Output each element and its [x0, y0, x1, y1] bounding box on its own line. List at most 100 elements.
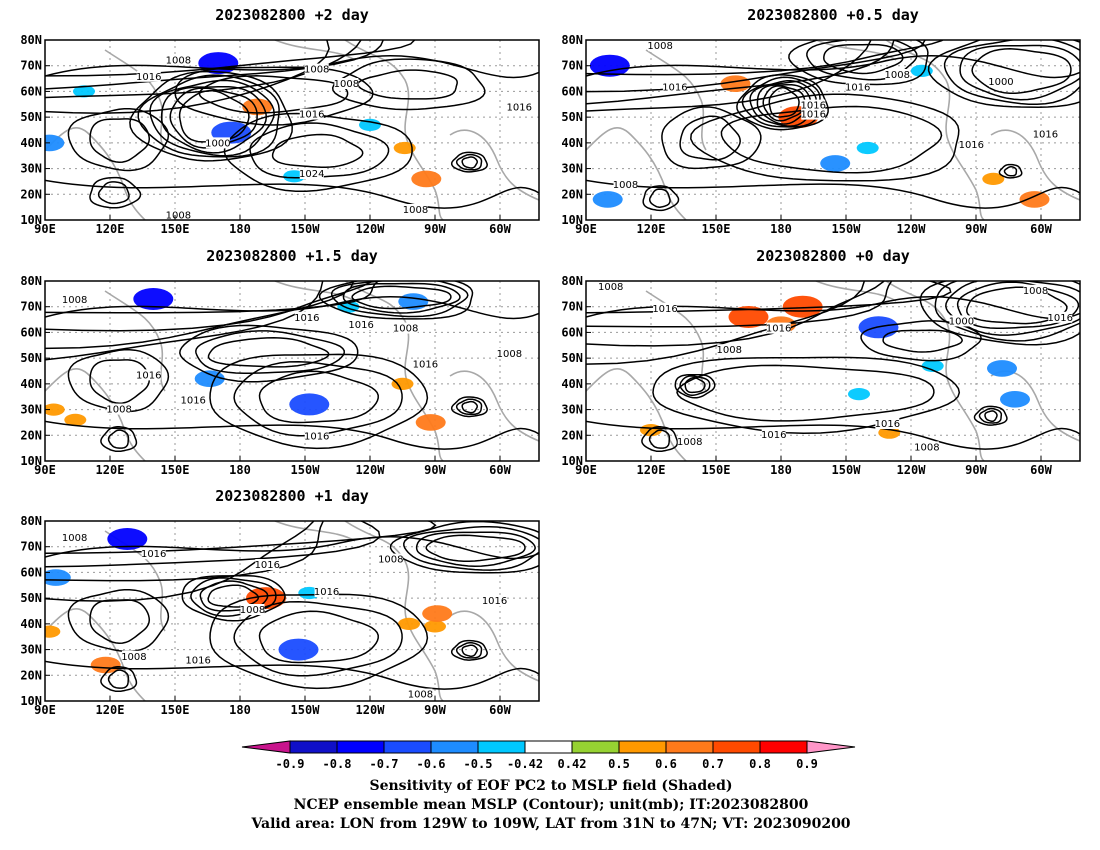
lon-tick-label: 180: [770, 463, 792, 477]
shaded-region: [1019, 191, 1050, 208]
shaded-region: [411, 170, 442, 188]
contour-line: [100, 426, 138, 453]
lat-tick-label: 80N: [561, 274, 583, 288]
contour-line: [586, 281, 885, 347]
contour-label: 1016: [136, 370, 161, 381]
contour-label: 1016: [255, 560, 280, 571]
coastline: [449, 129, 539, 201]
contour-label: 1016: [507, 102, 532, 113]
coastline: [274, 40, 356, 61]
coastline: [274, 281, 356, 302]
contour-label: 1008: [240, 605, 265, 616]
lat-tick-label: 50N: [20, 591, 42, 605]
contour-line: [233, 600, 403, 677]
contour-line: [450, 396, 488, 418]
contour-line: [455, 398, 483, 416]
colorbar-swatch: [618, 740, 667, 754]
coastline: [274, 521, 356, 542]
contour-label: 1008: [914, 442, 939, 453]
contour-label-bg: [413, 358, 438, 370]
contour-line: [318, 281, 474, 320]
lon-tick-label: 120E: [96, 703, 125, 717]
contour-label: 1008: [106, 405, 131, 416]
contour-line: [984, 410, 998, 422]
contour-label: 1008: [304, 65, 329, 76]
lon-tick-label: 60W: [489, 463, 511, 477]
shaded-region: [73, 85, 95, 98]
contour-label-bg: [1023, 284, 1048, 296]
lat-tick-label: 20N: [561, 428, 583, 442]
contour-label-bg: [653, 302, 678, 314]
colorbar-label: -0.42: [507, 757, 543, 771]
coastline: [586, 368, 687, 461]
colorbar-label: -0.7: [370, 757, 399, 771]
contour-label: 1008: [403, 205, 428, 216]
shaded-region: [391, 377, 414, 390]
contour-label: 1016: [761, 430, 786, 441]
contour-label-bg: [299, 108, 324, 120]
contour-label-bg: [62, 293, 87, 305]
lon-tick-label: 150W: [832, 463, 862, 477]
contour-line: [233, 360, 403, 437]
shaded-region: [45, 134, 65, 152]
contour-line: [945, 281, 1080, 336]
colorbar-label: 0.8: [749, 757, 771, 771]
contour-line: [425, 534, 526, 562]
lon-tick-label: 60W: [1030, 222, 1052, 236]
colorbar-label: -0.8: [323, 757, 352, 771]
lon-tick-label: 120E: [637, 222, 666, 236]
contour-label: 1016: [136, 72, 161, 83]
contour-label: 1008: [613, 180, 638, 191]
contour-line: [415, 531, 536, 567]
contour-label: 1016: [413, 360, 438, 371]
lon-tick-label: 60W: [1030, 463, 1052, 477]
shaded-region: [728, 306, 769, 328]
contour-label-bg: [497, 347, 522, 359]
contour-line: [978, 407, 1003, 424]
contour-label-bg: [914, 441, 939, 453]
contour-line: [586, 179, 1080, 209]
lat-tick-label: 30N: [20, 643, 42, 657]
shaded-region: [393, 141, 416, 155]
lat-tick-label: 70N: [20, 59, 42, 73]
contour-line: [788, 40, 929, 86]
shaded-region: [283, 170, 306, 183]
contour-label-bg: [801, 108, 826, 120]
map-area: 1008 1008 1016 1016 1008 1016 1016 1008 1016 1016: [45, 281, 539, 461]
lat-tick-label: 60N: [561, 325, 583, 339]
coastline: [449, 610, 539, 682]
contour-line: [45, 536, 539, 560]
colorbar-label: -0.5: [464, 757, 493, 771]
contour-label: 1000: [949, 316, 974, 327]
caption-line-3: Valid area: LON from 129W to 109W, LAT f…: [250, 816, 850, 832]
contour-line: [586, 420, 1080, 450]
lat-tick-label: 10N: [20, 454, 42, 468]
contour-line: [45, 179, 539, 209]
contour-line: [1003, 165, 1018, 177]
contour-label: 1016: [875, 419, 900, 430]
contour-label-bg: [1033, 128, 1058, 140]
shaded-region: [910, 64, 933, 77]
contour-label-bg: [598, 281, 623, 293]
contour-label-bg: [1048, 311, 1073, 323]
contour-label: 1008: [378, 555, 403, 566]
contour-label: 1008: [677, 437, 702, 448]
lat-tick-label: 80N: [561, 33, 583, 47]
contour-line: [455, 153, 483, 171]
contour-label: 1008: [166, 210, 191, 221]
lon-tick-label: 90W: [965, 463, 987, 477]
contour-label-bg: [801, 99, 826, 111]
lat-tick-label: 50N: [561, 351, 583, 365]
colorbar-swatch: [524, 740, 573, 754]
contour-label-bg: [136, 70, 161, 82]
lat-tick-label: 70N: [20, 300, 42, 314]
panel-frame: [585, 39, 1081, 221]
contour-label-bg: [949, 315, 974, 327]
contour-line: [648, 429, 671, 449]
colorbar-label: 0.7: [702, 757, 724, 771]
lon-tick-label: 90W: [965, 222, 987, 236]
contour-line: [762, 85, 806, 122]
contour-label: 1016: [299, 110, 324, 121]
lat-tick-label: 20N: [20, 668, 42, 682]
